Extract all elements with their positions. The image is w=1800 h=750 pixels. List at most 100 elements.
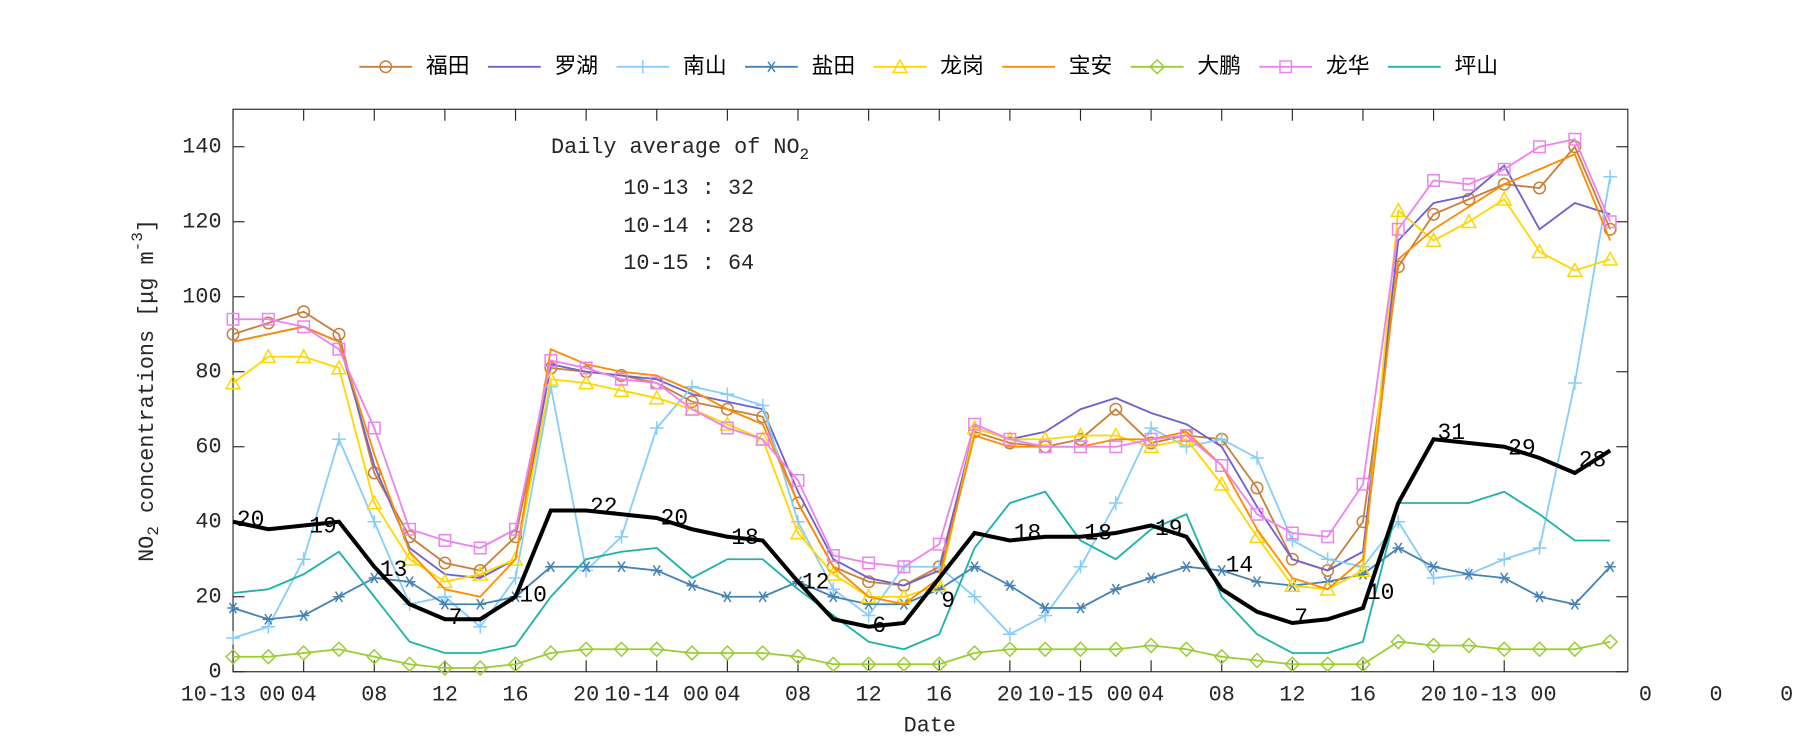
- marker: [509, 522, 523, 536]
- marker: [685, 395, 699, 409]
- marker: [297, 305, 311, 319]
- x-tick-label: 04: [714, 682, 740, 707]
- marker: [1143, 637, 1160, 654]
- series-line: [233, 640, 1611, 669]
- x-tick-label: 16: [926, 682, 952, 707]
- annotation: 19: [1155, 516, 1183, 542]
- marker: [474, 598, 486, 610]
- y-tick-label: 20: [195, 585, 221, 610]
- marker: [332, 342, 346, 356]
- legend-label: 坪山: [1454, 54, 1498, 79]
- marker: [1074, 602, 1087, 614]
- marker: [860, 588, 877, 604]
- marker: [1498, 572, 1510, 584]
- marker: [578, 641, 595, 658]
- y-label-part: concentrations [μg m: [135, 251, 160, 526]
- marker: [401, 656, 418, 673]
- y-tick-label: 80: [195, 360, 221, 385]
- marker: [651, 564, 663, 577]
- marker: [897, 560, 911, 574]
- marker: [1496, 641, 1513, 658]
- y-label-part: ]: [135, 219, 160, 232]
- marker: [473, 541, 487, 555]
- marker: [438, 556, 452, 570]
- series-line: [232, 153, 1612, 606]
- marker: [1215, 459, 1229, 472]
- marker: [861, 608, 876, 623]
- x-tick-label: 10-13 00: [1452, 682, 1557, 707]
- marker: [436, 660, 453, 676]
- marker: [1321, 530, 1335, 544]
- marker: [1109, 440, 1123, 454]
- marker: [1251, 576, 1263, 588]
- marker: [1003, 432, 1017, 446]
- marker: [1463, 568, 1475, 580]
- note-row: 10-13 : 32: [623, 176, 754, 201]
- marker: [331, 641, 347, 658]
- marker: [1426, 571, 1441, 585]
- marker: [1497, 552, 1512, 567]
- marker: [1002, 627, 1017, 642]
- marker: [226, 327, 240, 341]
- marker: [614, 372, 628, 386]
- marker: [756, 432, 770, 446]
- marker: [1249, 652, 1265, 669]
- marker: [1073, 559, 1088, 574]
- marker: [891, 58, 909, 74]
- series: [232, 490, 1611, 654]
- marker: [1391, 222, 1405, 236]
- marker: [613, 641, 630, 658]
- marker: [1566, 262, 1583, 277]
- x-tick-label: 0: [1780, 682, 1793, 707]
- marker: [789, 524, 807, 540]
- marker: [826, 549, 840, 562]
- marker: [403, 522, 417, 536]
- marker: [1248, 528, 1266, 544]
- marker: [1213, 648, 1230, 665]
- note-title-sub: 2: [800, 146, 810, 164]
- y-tick-label: 120: [182, 210, 221, 235]
- x-axis-label: Date: [904, 713, 956, 738]
- legend-label: 龙华: [1326, 54, 1370, 79]
- marker: [754, 645, 771, 661]
- marker: [895, 656, 912, 673]
- marker: [1532, 541, 1547, 555]
- marker: [1107, 641, 1124, 658]
- marker: [509, 530, 523, 544]
- annotation: 14: [1226, 552, 1254, 578]
- x-tick-label: 12: [1279, 682, 1305, 707]
- marker: [720, 421, 734, 435]
- annotation: 29: [1508, 436, 1536, 462]
- annotation: 12: [802, 570, 830, 596]
- marker: [1462, 192, 1476, 206]
- marker: [333, 591, 345, 603]
- marker: [1427, 174, 1441, 187]
- marker: [1110, 583, 1122, 595]
- annotation: 13: [380, 557, 408, 583]
- marker: [1460, 637, 1477, 654]
- x-tick-label: 10-13 00: [181, 682, 286, 707]
- marker: [227, 602, 239, 614]
- marker: [1354, 562, 1372, 577]
- marker: [507, 550, 524, 566]
- marker: [1109, 402, 1123, 416]
- marker: [438, 534, 452, 547]
- note-title-text: Daily average of NO: [551, 135, 800, 160]
- x-tick-label: 10-15 00: [1028, 682, 1133, 707]
- marker: [1569, 598, 1581, 610]
- marker: [366, 648, 383, 665]
- x-tick-label: 12: [856, 682, 882, 707]
- marker: [1145, 572, 1157, 584]
- marker: [1149, 58, 1166, 75]
- series-line: [232, 176, 1612, 639]
- marker: [968, 561, 981, 573]
- annotation: 31: [1437, 420, 1465, 446]
- annotation: 18: [1014, 520, 1042, 546]
- marker: [1603, 215, 1617, 229]
- marker: [649, 421, 664, 435]
- marker: [827, 591, 840, 603]
- x-tick-label: 16: [502, 682, 528, 707]
- annotation: 22: [590, 494, 618, 520]
- marker: [1037, 430, 1054, 446]
